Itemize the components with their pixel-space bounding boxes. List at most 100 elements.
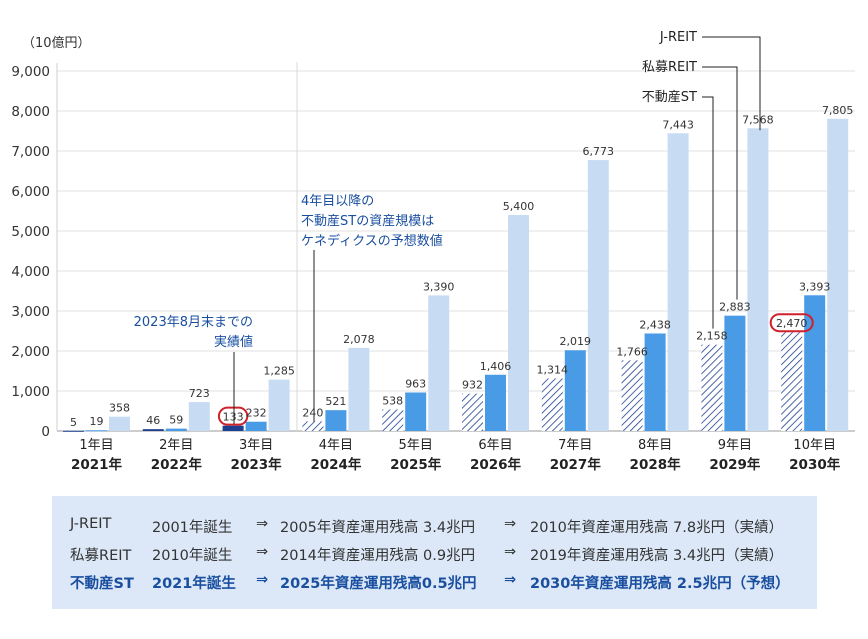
x-tick-year: 2026年 [470,456,522,473]
data-label-st: 1,766 [616,345,648,358]
y-tick-label: 0 [41,424,50,440]
bar-st [142,429,164,431]
y-tick-label: 3,000 [11,304,50,320]
summary-born: 2021年誕生 [152,576,236,592]
bar-private-reit [724,315,746,431]
y-tick-label: 5,000 [11,224,50,240]
bar-jreit [188,402,210,431]
bar-jreit [428,295,450,431]
annotation-forecast-line: ケネディクスの予想数値 [301,233,443,249]
summary-arrow: ⇒ [256,572,269,588]
annotation-forecast-line: 4年目以降の [301,194,374,209]
data-label-private-reit: 963 [405,377,426,390]
annotation-actual-line: 2023年8月末までの [134,315,253,330]
x-tick-year-number: 5年目 [399,438,433,453]
summary-mid: 2025年資産運用残高0.5兆円 [280,576,477,592]
data-label-private-reit: 2,883 [719,301,751,314]
summary-born: 2010年誕生 [152,548,233,564]
data-label-st: 538 [382,394,403,407]
bar-private-reit [165,428,187,431]
bar-st [222,425,244,431]
x-tick-year-number: 9年目 [718,438,752,453]
legend-callout-line-st [702,96,714,329]
data-label-jreit: 723 [189,387,210,400]
data-label-private-reit: 19 [90,415,104,428]
bar-jreit [587,160,609,431]
bar-st [382,409,404,431]
bar-jreit [508,215,529,431]
x-tick-year: 2027年 [550,456,602,473]
legend-callout-st: 不動産ST [642,89,697,105]
data-label-st: 240 [302,406,323,419]
bar-private-reit [86,430,107,432]
bar-jreit [747,128,769,431]
bar-private-reit [644,333,666,431]
summary-end: 2030年資産運用残高 2.5兆円（予想） [530,576,790,592]
bar-chart: （10億円） 9,000 8,000 7,000 6,000 5,000 4,000 3,0… [11,30,855,473]
y-tick-label: 8,000 [11,104,50,120]
bar-st [781,332,803,431]
bar-private-reit [325,410,347,431]
data-label-jreit: 7,443 [662,118,694,131]
bar-private-reit [485,374,506,431]
bar-st [541,378,563,431]
x-tick-year-number: 6年目 [478,438,512,453]
data-label-jreit: 1,285 [263,365,295,378]
x-tick-year: 2021年 [71,456,123,473]
summary-mid: 2014年資産運用残高 0.9兆円 [280,548,476,564]
y-tick-label: 2,000 [11,344,50,360]
bar-jreit [268,379,290,431]
bar-jreit [827,118,849,432]
data-label-private-reit: 521 [325,395,346,408]
y-tick-label: 9,000 [11,64,50,80]
data-label-st: 5 [70,416,77,429]
y-axis-unit-label: （10億円） [22,35,91,51]
bar-st [462,393,483,431]
data-label-st: 46 [146,414,160,427]
data-label-private-reit: 232 [246,407,267,420]
data-label-private-reit: 2,438 [639,318,671,331]
summary-end: 2010年資産運用残高 7.8兆円（実績） [530,520,784,536]
x-tick-year-number: 3年目 [239,438,273,453]
summary-box: J-REIT 2001年誕生 ⇒ 2005年資産運用残高 3.4兆円 ⇒ 201… [52,496,817,609]
bar-jreit [348,347,370,431]
y-tick-label: 6,000 [11,184,50,200]
data-label-st: 932 [462,379,483,392]
x-tick-year-number: 7年目 [558,438,592,453]
x-axis-labels: 1年目 2021年 2年目 2022年 3年目 2023年 4年目 2024年 5年目 2025年… [71,438,841,473]
data-label-jreit: 3,390 [423,280,455,293]
y-tick-label: 1,000 [11,384,50,400]
bar-private-reit [405,392,427,431]
summary-arrow: ⇒ [256,516,269,532]
data-label-private-reit: 1,406 [480,360,512,373]
summary-mid: 2005年資産運用残高 3.4兆円 [280,520,476,536]
bar-st [302,421,324,431]
legend-callout-line-private-reit [702,66,738,300]
legend-callout-jreit: J-REIT [659,30,697,45]
x-tick-year-number: 8年目 [638,438,672,453]
legend-callout-line-jreit [702,36,761,131]
y-axis-ticks: 9,000 8,000 7,000 6,000 5,000 4,000 3,000 2,000… [11,64,50,440]
data-label-jreit: 7,568 [742,113,774,126]
data-label-jreit: 2,078 [343,333,375,346]
bars [63,118,849,432]
data-label-jreit: 7,805 [822,104,854,117]
x-tick-year: 2023年 [231,456,283,473]
data-label-private-reit: 2,019 [560,335,592,348]
data-label-private-reit: 59 [169,414,183,427]
summary-arrow: ⇒ [504,572,517,588]
x-tick-year-number: 2年目 [159,438,193,453]
highlight-circle [217,406,249,426]
x-tick-year-number: 10年目 [793,438,836,453]
x-tick-year: 2029年 [709,456,761,473]
summary-arrow: ⇒ [504,544,517,560]
bar-private-reit [564,350,586,431]
data-label-st: 1,314 [537,363,569,376]
summary-arrow: ⇒ [256,544,269,560]
bar-jreit [109,416,130,431]
x-tick-year-number: 4年目 [319,438,353,453]
summary-name: 不動産ST [70,576,134,592]
data-label-private-reit: 3,393 [799,280,831,293]
